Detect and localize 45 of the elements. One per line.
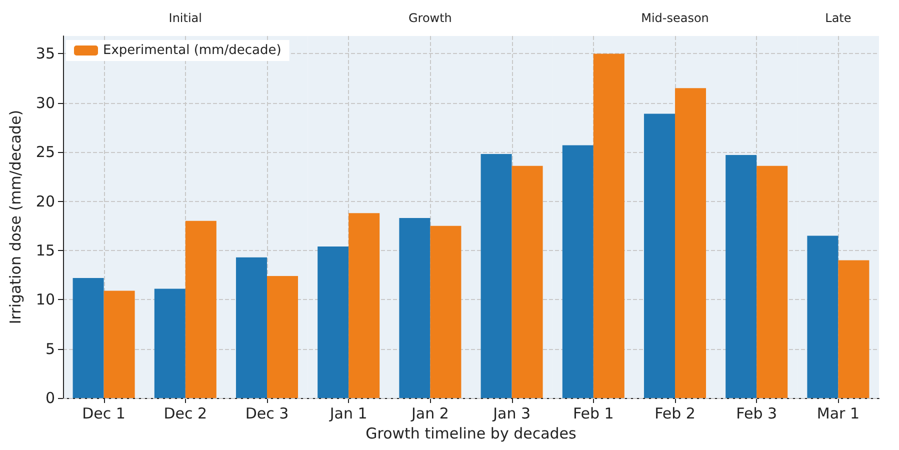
x-tick-label: Feb 3 — [736, 404, 778, 422]
bar — [318, 246, 349, 398]
bar — [593, 54, 624, 398]
bar — [154, 288, 186, 398]
bar — [267, 276, 298, 398]
bar — [430, 226, 462, 398]
bar — [236, 257, 267, 398]
bar — [838, 260, 870, 398]
y-tick-label: 30 — [36, 94, 55, 112]
x-tick-label: Jan 2 — [410, 404, 449, 422]
band-label: Growth — [408, 11, 452, 25]
band-label: Initial — [168, 11, 202, 25]
bar — [726, 155, 757, 398]
bar — [512, 166, 543, 398]
bar — [562, 145, 594, 398]
bar — [348, 213, 380, 398]
x-tick-label: Feb 1 — [572, 404, 614, 422]
bar — [675, 88, 706, 398]
y-tick-label: 0 — [45, 389, 55, 407]
y-tick-label: 25 — [36, 143, 55, 162]
bar — [480, 154, 512, 398]
x-tick-label: Dec 1 — [82, 404, 126, 422]
x-tick-label: Jan 1 — [328, 404, 368, 422]
bar — [185, 220, 216, 398]
y-tick-label: 20 — [36, 192, 55, 210]
x-tick-label: Jan 3 — [492, 404, 531, 422]
bar — [399, 218, 430, 398]
bar — [807, 236, 838, 398]
x-tick-label: Dec 2 — [164, 404, 208, 422]
bar — [644, 114, 675, 398]
legend-label: Experimental (mm/decade) — [103, 43, 282, 58]
bar — [756, 166, 788, 398]
x-tick-label: Mar 1 — [816, 404, 860, 422]
bar — [104, 290, 135, 398]
band-label: Mid-season — [641, 11, 709, 25]
bar — [72, 278, 104, 398]
x-tick-label: Dec 3 — [245, 404, 289, 422]
y-tick-label: 5 — [45, 340, 55, 358]
band-label: Late — [825, 11, 852, 25]
x-tick-label: Feb 2 — [654, 404, 696, 422]
y-tick-label: 15 — [36, 241, 55, 260]
y-axis-title: Irrigation dose (mm/decade) — [6, 110, 24, 324]
y-tick-label: 10 — [36, 290, 55, 309]
x-axis-title: Growth timeline by decades — [366, 424, 577, 442]
y-tick-label: 35 — [36, 44, 55, 63]
